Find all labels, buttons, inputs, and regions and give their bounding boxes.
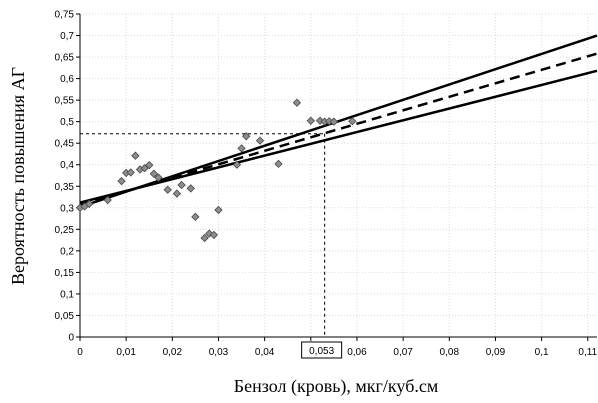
y-tick-label: 0,05 bbox=[55, 311, 75, 322]
y-tick-label: 0,1 bbox=[60, 289, 74, 300]
data-point bbox=[117, 176, 126, 186]
x-tick-label: 0 bbox=[77, 347, 83, 358]
lines-layer bbox=[79, 34, 598, 209]
x-tick-label: 0,07 bbox=[393, 347, 413, 358]
regression-line bbox=[79, 52, 598, 206]
x-axis-title: Бензол (кровь), мкг/куб.см bbox=[234, 376, 438, 397]
y-tick-label: 0,5 bbox=[60, 117, 74, 128]
y-tick-label: 0,6 bbox=[60, 74, 74, 85]
x-tick-label: 0,09 bbox=[486, 347, 506, 358]
data-point bbox=[126, 168, 135, 177]
data-point bbox=[232, 160, 242, 169]
data-point bbox=[177, 180, 186, 190]
y-tick-label: 0,55 bbox=[55, 96, 75, 107]
data-point bbox=[292, 98, 302, 107]
points-layer bbox=[75, 98, 357, 243]
y-tick-label: 0,7 bbox=[60, 31, 74, 42]
callout-layer: 0,053 bbox=[80, 133, 343, 359]
data-point bbox=[103, 195, 112, 205]
y-tick-label: 0,25 bbox=[55, 225, 75, 236]
data-point bbox=[237, 144, 246, 153]
data-point bbox=[191, 212, 200, 222]
data-point bbox=[149, 169, 159, 178]
data-point bbox=[200, 233, 209, 243]
y-tick-label: 0,75 bbox=[55, 10, 75, 21]
data-point bbox=[131, 151, 140, 160]
x-tick-label: 0,04 bbox=[255, 347, 275, 358]
data-point bbox=[163, 185, 172, 194]
upper-confidence-line bbox=[79, 34, 598, 209]
data-point bbox=[329, 117, 339, 126]
x-tick-label: 0,01 bbox=[116, 347, 136, 358]
data-point bbox=[242, 132, 251, 141]
y-tick-label: 0,3 bbox=[60, 203, 74, 214]
y-tick-label: 0 bbox=[68, 333, 74, 344]
data-point bbox=[306, 116, 315, 125]
x-tick-label: 0,03 bbox=[209, 347, 229, 358]
data-point bbox=[172, 189, 182, 198]
y-tick-label: 0,4 bbox=[60, 160, 74, 171]
x-tick-label: 0,08 bbox=[440, 347, 460, 358]
data-point bbox=[274, 159, 283, 169]
callout-label: 0,053 bbox=[309, 346, 334, 357]
x-tick-label: 0,06 bbox=[347, 347, 367, 358]
data-point bbox=[348, 117, 357, 126]
y-tick-label: 0,15 bbox=[55, 268, 75, 279]
callout-box bbox=[301, 341, 343, 359]
x-tick-label: 0,02 bbox=[163, 347, 183, 358]
data-point bbox=[85, 199, 94, 209]
y-tick-label: 0,45 bbox=[55, 139, 75, 150]
data-point bbox=[255, 136, 265, 145]
x-tick-label: 0,1 bbox=[535, 347, 549, 358]
data-point bbox=[209, 230, 219, 240]
y-tick-label: 0,2 bbox=[60, 246, 74, 257]
data-point bbox=[186, 184, 195, 193]
y-tick-label: 0,65 bbox=[55, 53, 75, 64]
axes-layer: 0 0,05 0,1 0,15 0,2 0,25 0,3 0,35 0,4 0,45 0,5 0,55… bbox=[55, 10, 598, 359]
y-tick-label: 0,35 bbox=[55, 182, 75, 193]
data-point bbox=[214, 205, 223, 215]
y-axis-title: Вероятность повышения АГ bbox=[8, 67, 28, 285]
data-point bbox=[154, 173, 163, 182]
data-point bbox=[145, 160, 154, 170]
x-tick-label: 0,11 bbox=[578, 347, 597, 358]
